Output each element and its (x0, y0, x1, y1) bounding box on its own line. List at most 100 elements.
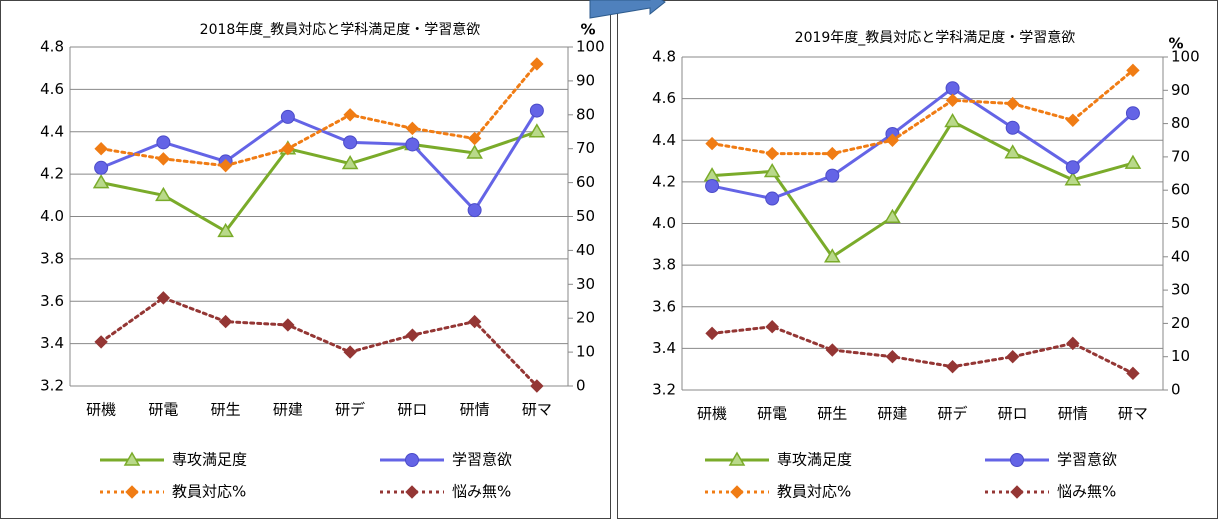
x-tick-label: 研デ (938, 405, 968, 423)
y-tick-label: 4.4 (40, 122, 64, 140)
marker (765, 191, 780, 206)
series-line (99, 296, 539, 388)
marker (467, 131, 482, 146)
y2-tick-label: 40 (1171, 247, 1190, 265)
marker (341, 155, 359, 170)
y-tick-label: 4.6 (652, 89, 676, 107)
y-tick-label: 3.4 (652, 339, 676, 357)
marker (125, 485, 139, 499)
marker (1124, 154, 1142, 169)
x-tick-label: 研建 (273, 401, 303, 419)
marker (765, 146, 779, 161)
x-tick-label: 研情 (1058, 405, 1088, 423)
y2-tick-label: 20 (1171, 314, 1190, 332)
chart-title: 2019年度_教員対応と学科満足度・学習意欲 (795, 29, 1076, 46)
marker (1066, 336, 1080, 351)
y-tick-label: 3.8 (40, 249, 64, 267)
marker (281, 141, 295, 156)
marker (1126, 366, 1140, 381)
marker (885, 349, 900, 364)
marker (885, 133, 900, 147)
y-tick-label: 3.8 (652, 256, 676, 274)
marker (529, 103, 544, 118)
marker (825, 343, 840, 357)
x-tick-label: 研建 (877, 405, 907, 423)
y2-tick-label: 40 (576, 241, 595, 259)
legend-label: 教員対応% (777, 483, 851, 501)
x-tick-label: 研電 (148, 401, 178, 419)
marker (467, 203, 482, 218)
y2-tick-label: 20 (576, 309, 595, 327)
panel (617, 0, 1218, 519)
x-tick-label: 研機 (86, 401, 116, 419)
marker (155, 186, 172, 202)
legend-label: 専攻満足度 (172, 451, 247, 469)
marker (1064, 171, 1082, 186)
legend-label: 悩み無% (452, 483, 511, 501)
marker (218, 314, 233, 329)
marker (730, 485, 744, 499)
y2-tick-label: 60 (576, 173, 595, 191)
y-tick-label: 4.0 (40, 207, 64, 225)
legend-label: 教員対応% (172, 483, 246, 501)
marker (825, 146, 840, 161)
x-tick-label: 研マ (1118, 405, 1148, 423)
marker (1005, 120, 1020, 135)
y2-axis-label: % (1168, 35, 1183, 53)
marker (405, 453, 419, 467)
y2-tick-label: 80 (1171, 114, 1190, 132)
marker (92, 174, 110, 189)
x-tick-label: 研マ (522, 401, 552, 419)
marker (1010, 485, 1024, 499)
series-line (99, 109, 539, 213)
legend-label: 学習意欲 (452, 451, 512, 469)
x-tick-label: 研ロ (998, 405, 1028, 423)
marker (1005, 96, 1020, 111)
y-tick-label: 3.6 (652, 297, 676, 315)
y2-tick-label: 0 (576, 377, 586, 395)
series-line (99, 62, 539, 168)
marker (1010, 453, 1024, 467)
y-tick-label: 4.0 (652, 214, 676, 232)
marker (281, 318, 295, 332)
x-tick-label: 研機 (697, 405, 727, 423)
marker (530, 379, 544, 393)
y-tick-label: 4.6 (40, 80, 64, 98)
marker (217, 222, 234, 238)
marker (94, 141, 108, 156)
series-line (710, 68, 1135, 156)
marker (765, 320, 779, 334)
series-line (99, 130, 539, 234)
marker (123, 451, 141, 466)
marker (1066, 113, 1080, 127)
y2-tick-label: 30 (576, 275, 595, 293)
marker (1005, 349, 1020, 364)
marker (405, 485, 419, 499)
marker (156, 152, 171, 166)
panel (0, 0, 611, 519)
y2-tick-label: 30 (1171, 281, 1190, 299)
marker (705, 179, 720, 194)
y2-tick-label: 70 (1171, 147, 1190, 165)
marker (156, 135, 171, 150)
y2-tick-label: 70 (576, 139, 595, 157)
x-tick-label: 研デ (335, 401, 365, 419)
y2-tick-label: 50 (576, 207, 595, 225)
marker (763, 162, 781, 178)
y-tick-label: 4.8 (652, 48, 676, 66)
y2-tick-label: 10 (1171, 347, 1190, 365)
marker (405, 137, 420, 152)
y2-tick-label: 90 (1171, 81, 1190, 99)
marker (467, 314, 482, 329)
x-tick-label: 研電 (757, 405, 787, 423)
series-line (710, 86, 1135, 201)
y2-tick-label: 0 (1171, 381, 1181, 399)
y-tick-label: 4.2 (652, 172, 676, 190)
y-tick-label: 3.4 (40, 334, 64, 352)
legend-label: 学習意欲 (1057, 451, 1117, 469)
y-tick-label: 3.2 (652, 381, 676, 399)
marker (218, 158, 233, 173)
marker (824, 248, 841, 263)
marker (343, 135, 358, 150)
